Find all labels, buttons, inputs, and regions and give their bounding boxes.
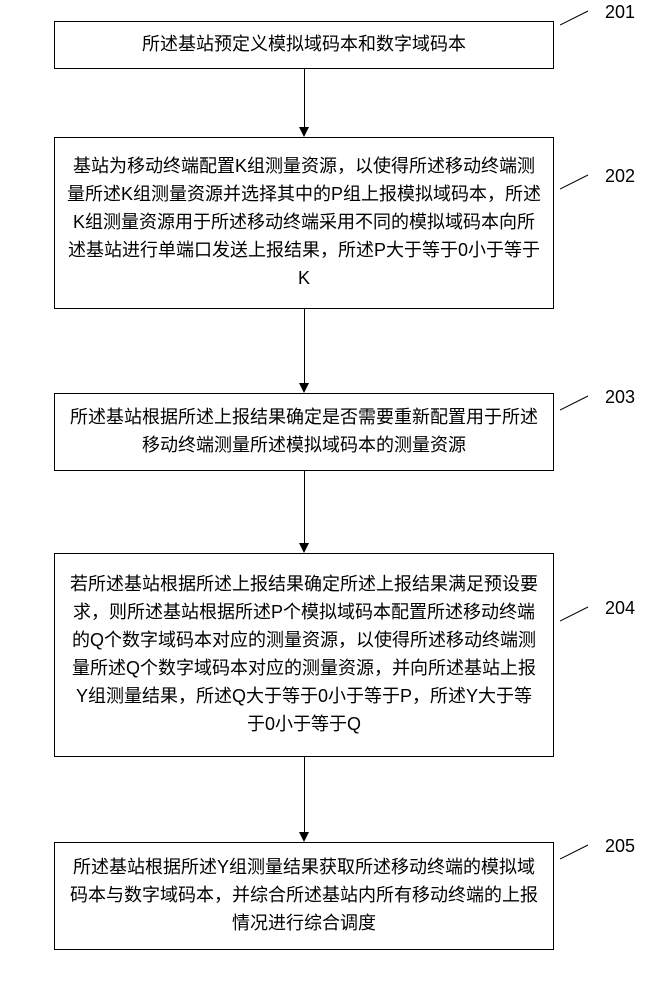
flow-node-5-text: 所述基站根据所述Y组测量结果获取所述移动终端的模拟域码本与数字域码本，并综合所述… xyxy=(67,854,541,938)
flow-label-202: 202 xyxy=(560,172,635,195)
leader-line-icon xyxy=(560,604,600,622)
arrow-head-icon xyxy=(299,543,309,553)
arrow-2-3 xyxy=(304,309,305,383)
flow-label-201-text: 201 xyxy=(605,2,635,22)
flow-label-204-text: 204 xyxy=(605,598,635,618)
arrow-1-2 xyxy=(304,69,305,127)
flow-node-2-text: 基站为移动终端配置K组测量资源，以使得所述移动终端测量所述K组测量资源并选择其中… xyxy=(67,153,541,292)
flow-label-204: 204 xyxy=(560,604,635,627)
arrow-3-4 xyxy=(304,471,305,543)
flow-label-203: 203 xyxy=(560,393,635,416)
flow-label-205-text: 205 xyxy=(605,836,635,856)
arrow-head-icon xyxy=(299,832,309,842)
flow-node-4: 若所述基站根据所述上报结果确定所述上报结果满足预设要求，则所述基站根据所述P个模… xyxy=(54,553,554,757)
flow-label-205: 205 xyxy=(560,842,635,865)
leader-line-icon xyxy=(560,172,600,190)
flow-node-3-text: 所述基站根据所述上报结果确定是否需要重新配置用于所述移动终端测量所述模拟域码本的… xyxy=(67,404,541,460)
flow-node-1: 所述基站预定义模拟域码本和数字域码本 xyxy=(54,21,554,69)
flow-node-3: 所述基站根据所述上报结果确定是否需要重新配置用于所述移动终端测量所述模拟域码本的… xyxy=(54,393,554,471)
flow-node-4-text: 若所述基站根据所述上报结果确定所述上报结果满足预设要求，则所述基站根据所述P个模… xyxy=(67,571,541,738)
flow-label-203-text: 203 xyxy=(605,387,635,407)
flow-label-202-text: 202 xyxy=(605,166,635,186)
flow-label-201: 201 xyxy=(560,8,635,31)
flowchart-container: 所述基站预定义模拟域码本和数字域码本 201 基站为移动终端配置K组测量资源，以… xyxy=(0,0,650,1000)
leader-line-icon xyxy=(560,842,600,860)
leader-line-icon xyxy=(560,8,600,26)
leader-line-icon xyxy=(560,393,600,411)
flow-node-5: 所述基站根据所述Y组测量结果获取所述移动终端的模拟域码本与数字域码本，并综合所述… xyxy=(54,842,554,950)
arrow-head-icon xyxy=(299,127,309,137)
flow-node-2: 基站为移动终端配置K组测量资源，以使得所述移动终端测量所述K组测量资源并选择其中… xyxy=(54,137,554,309)
flow-node-1-text: 所述基站预定义模拟域码本和数字域码本 xyxy=(142,31,466,59)
arrow-head-icon xyxy=(299,383,309,393)
arrow-4-5 xyxy=(304,757,305,832)
